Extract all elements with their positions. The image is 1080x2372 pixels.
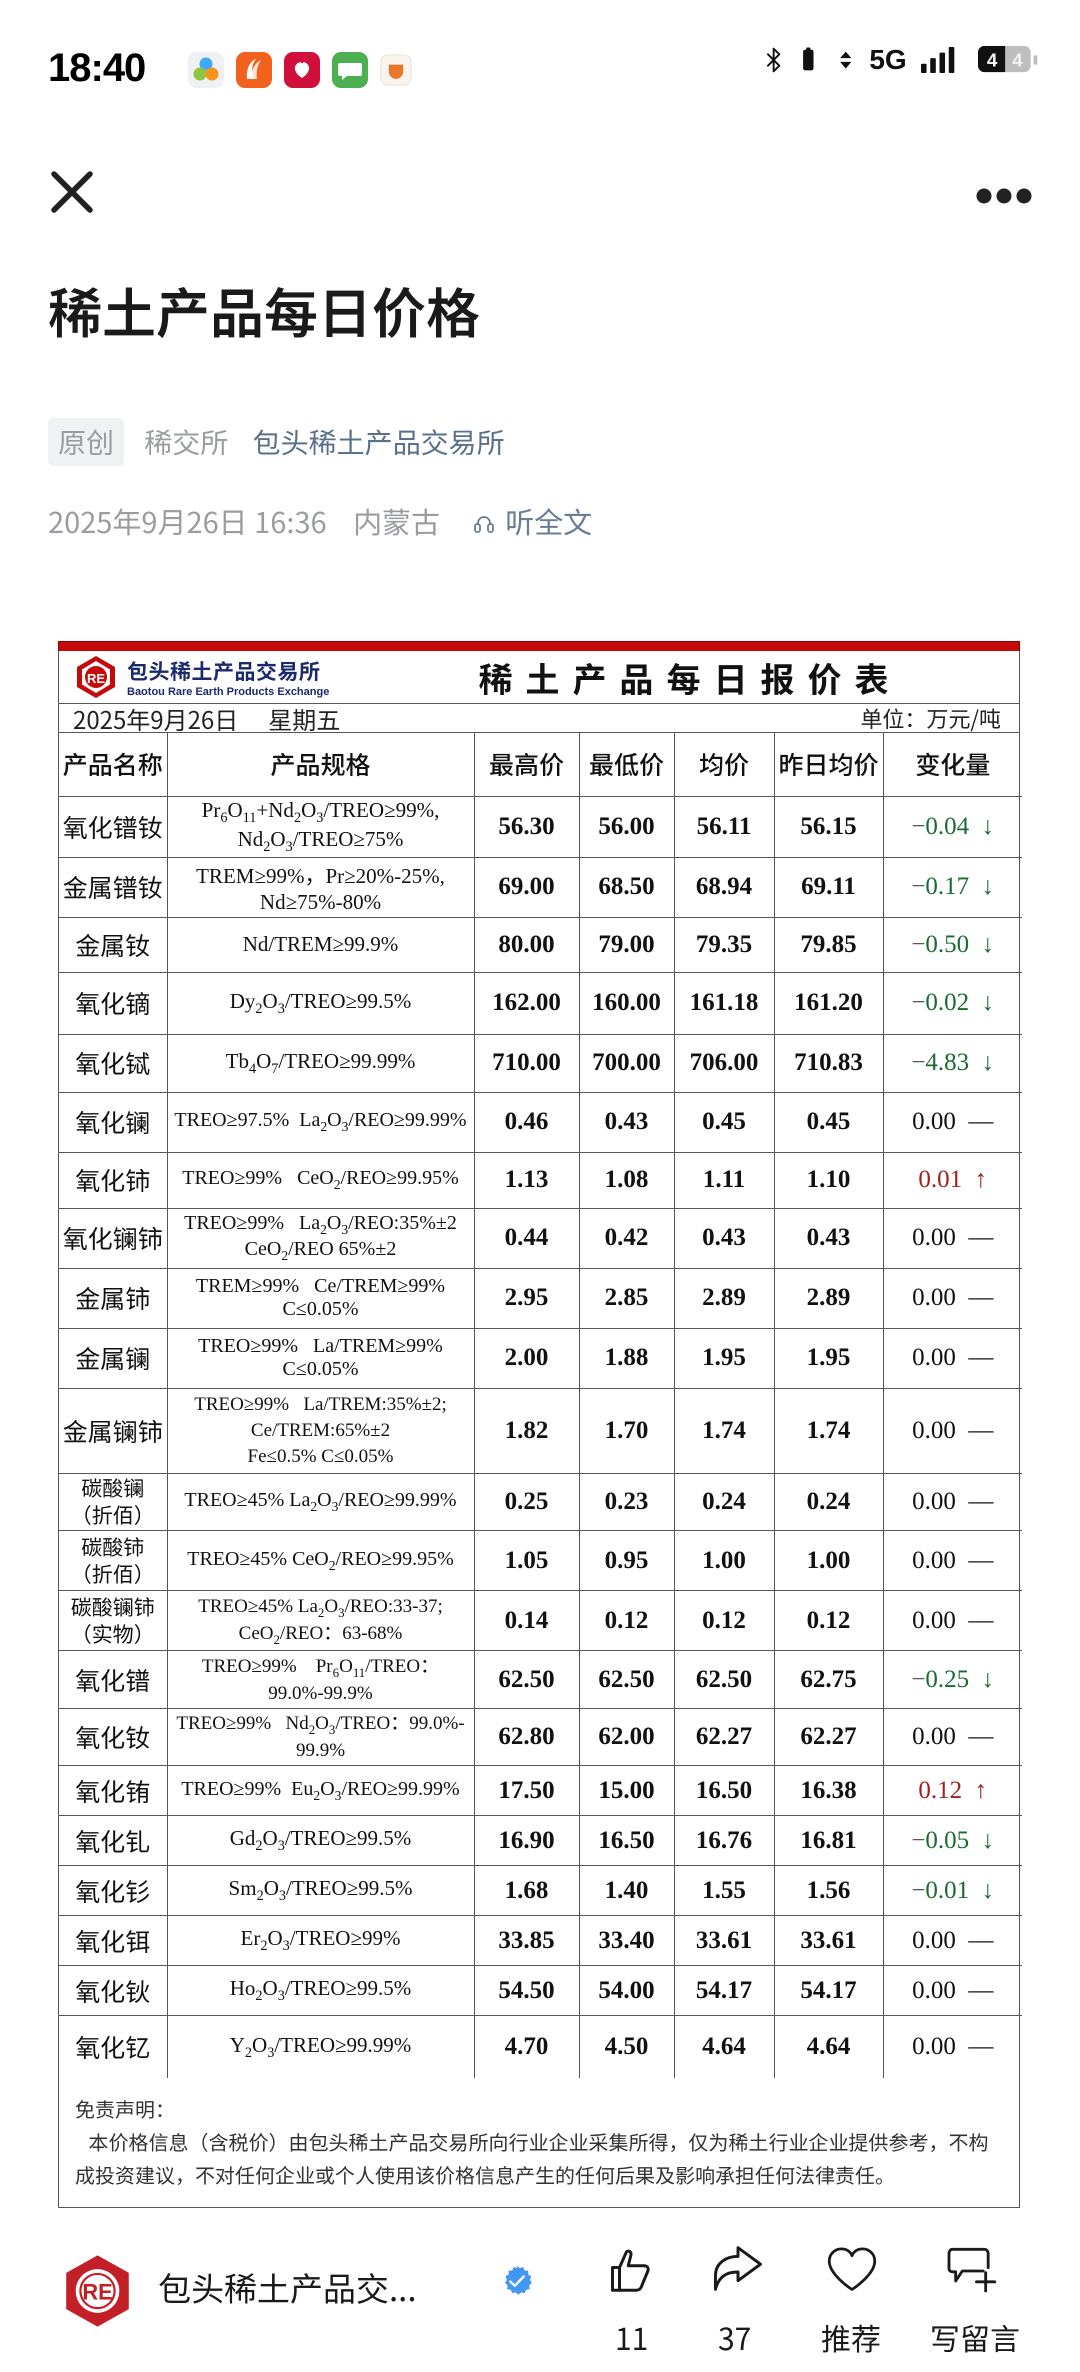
svg-text:RE: RE xyxy=(87,671,105,686)
svg-text:4: 4 xyxy=(1012,50,1023,71)
svg-text:RE: RE xyxy=(82,2279,112,2304)
svg-text:4: 4 xyxy=(987,50,998,71)
